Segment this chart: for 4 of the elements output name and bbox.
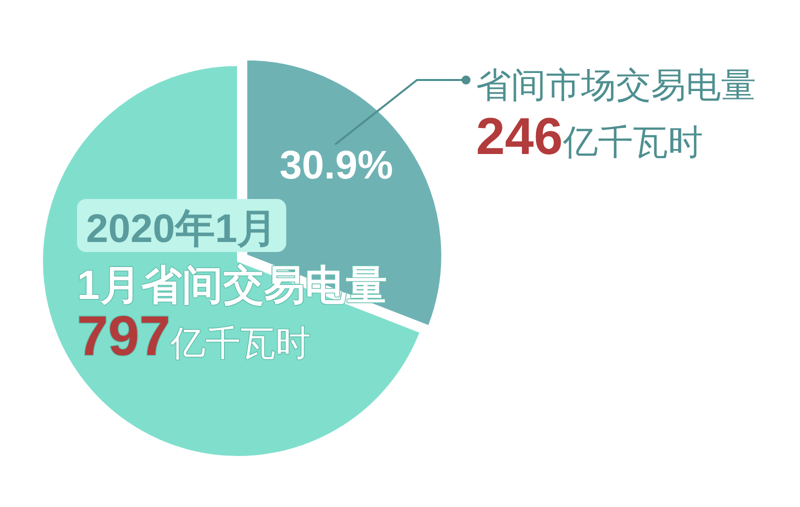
slice-label: 省间市场交易电量	[476, 66, 756, 105]
text: 2020年1月	[86, 207, 278, 251]
data-label: 30.9%	[280, 143, 394, 188]
text: 246亿千瓦时	[476, 108, 703, 166]
